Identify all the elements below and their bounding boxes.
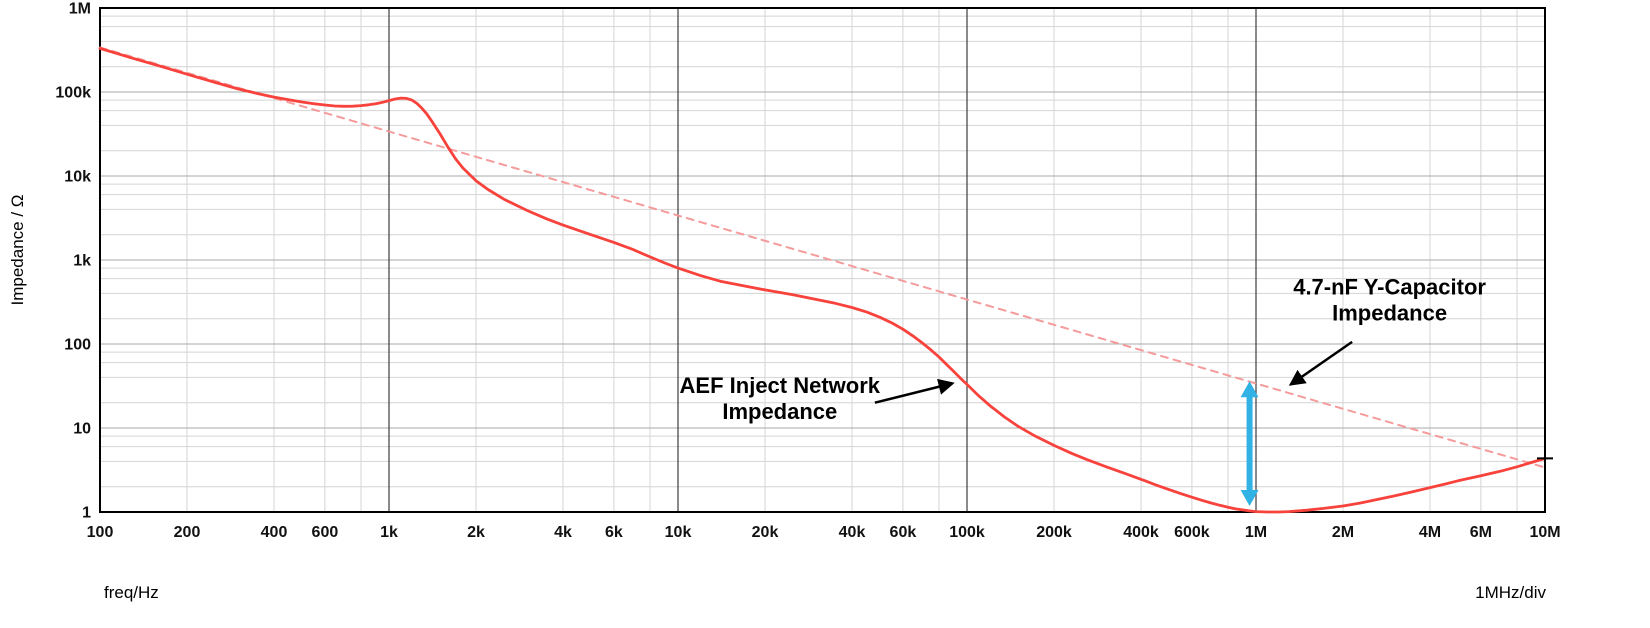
x-scale-note: 1MHz/div <box>1475 583 1546 602</box>
aef-network-label: AEF Inject Network Impedance <box>680 373 881 424</box>
x-axis-label: freq/Hz <box>104 583 159 602</box>
x-tick-label: 200k <box>1036 524 1072 541</box>
ycap-label-arrow <box>1288 340 1353 386</box>
x-tick-label: 1M <box>1245 524 1267 541</box>
x-tick-label: 400k <box>1123 524 1159 541</box>
y-tick-label: 1k <box>73 253 91 270</box>
y-axis-label: Impedance / Ω <box>8 194 27 306</box>
y-tick-label: 10 <box>73 421 91 438</box>
x-tick-label: 10k <box>665 524 692 541</box>
x-tick-label: 600 <box>312 524 339 541</box>
aef-network-label-arrow <box>874 378 955 404</box>
x-tick-label: 100k <box>949 524 985 541</box>
y-tick-label: 1 <box>82 505 91 522</box>
x-tick-label: 60k <box>890 524 917 541</box>
x-tick-labels: 100 200 400 600 1k 2k 4k 6k 10k 20k 40k 60k 100k 200k… <box>87 524 1561 541</box>
y-tick-label: 10k <box>64 169 91 186</box>
x-tick-label: 4M <box>1419 524 1441 541</box>
x-tick-label: 2M <box>1332 524 1354 541</box>
x-tick-label: 4k <box>554 524 572 541</box>
x-tick-label: 2k <box>467 524 485 541</box>
y-tick-label: 1M <box>69 1 91 18</box>
y-tick-labels: 1 10 100 1k 10k 100k 1M <box>55 1 91 522</box>
y-tick-label: 100k <box>55 85 91 102</box>
x-tick-label: 100 <box>87 524 114 541</box>
x-tick-label: 600k <box>1174 524 1210 541</box>
x-tick-label: 400 <box>261 524 288 541</box>
x-tick-label: 6M <box>1470 524 1492 541</box>
x-tick-label: 200 <box>174 524 201 541</box>
x-tick-label: 6k <box>605 524 623 541</box>
y-tick-label: 100 <box>64 337 91 354</box>
plot-frame <box>99 7 1546 513</box>
ycap-impedance-line <box>99 46 1546 469</box>
grid-major <box>100 8 1545 512</box>
aef-impedance-curve <box>98 47 1547 514</box>
curve-end-marker <box>1537 450 1553 467</box>
x-tick-label: 20k <box>752 524 779 541</box>
ycap-label: 4.7-nF Y-Capacitor Impedance <box>1293 274 1486 325</box>
x-tick-label: 10M <box>1529 524 1560 541</box>
impedance-gap-arrow <box>1240 381 1259 506</box>
x-tick-label: 1k <box>380 524 398 541</box>
x-tick-label: 40k <box>839 524 866 541</box>
